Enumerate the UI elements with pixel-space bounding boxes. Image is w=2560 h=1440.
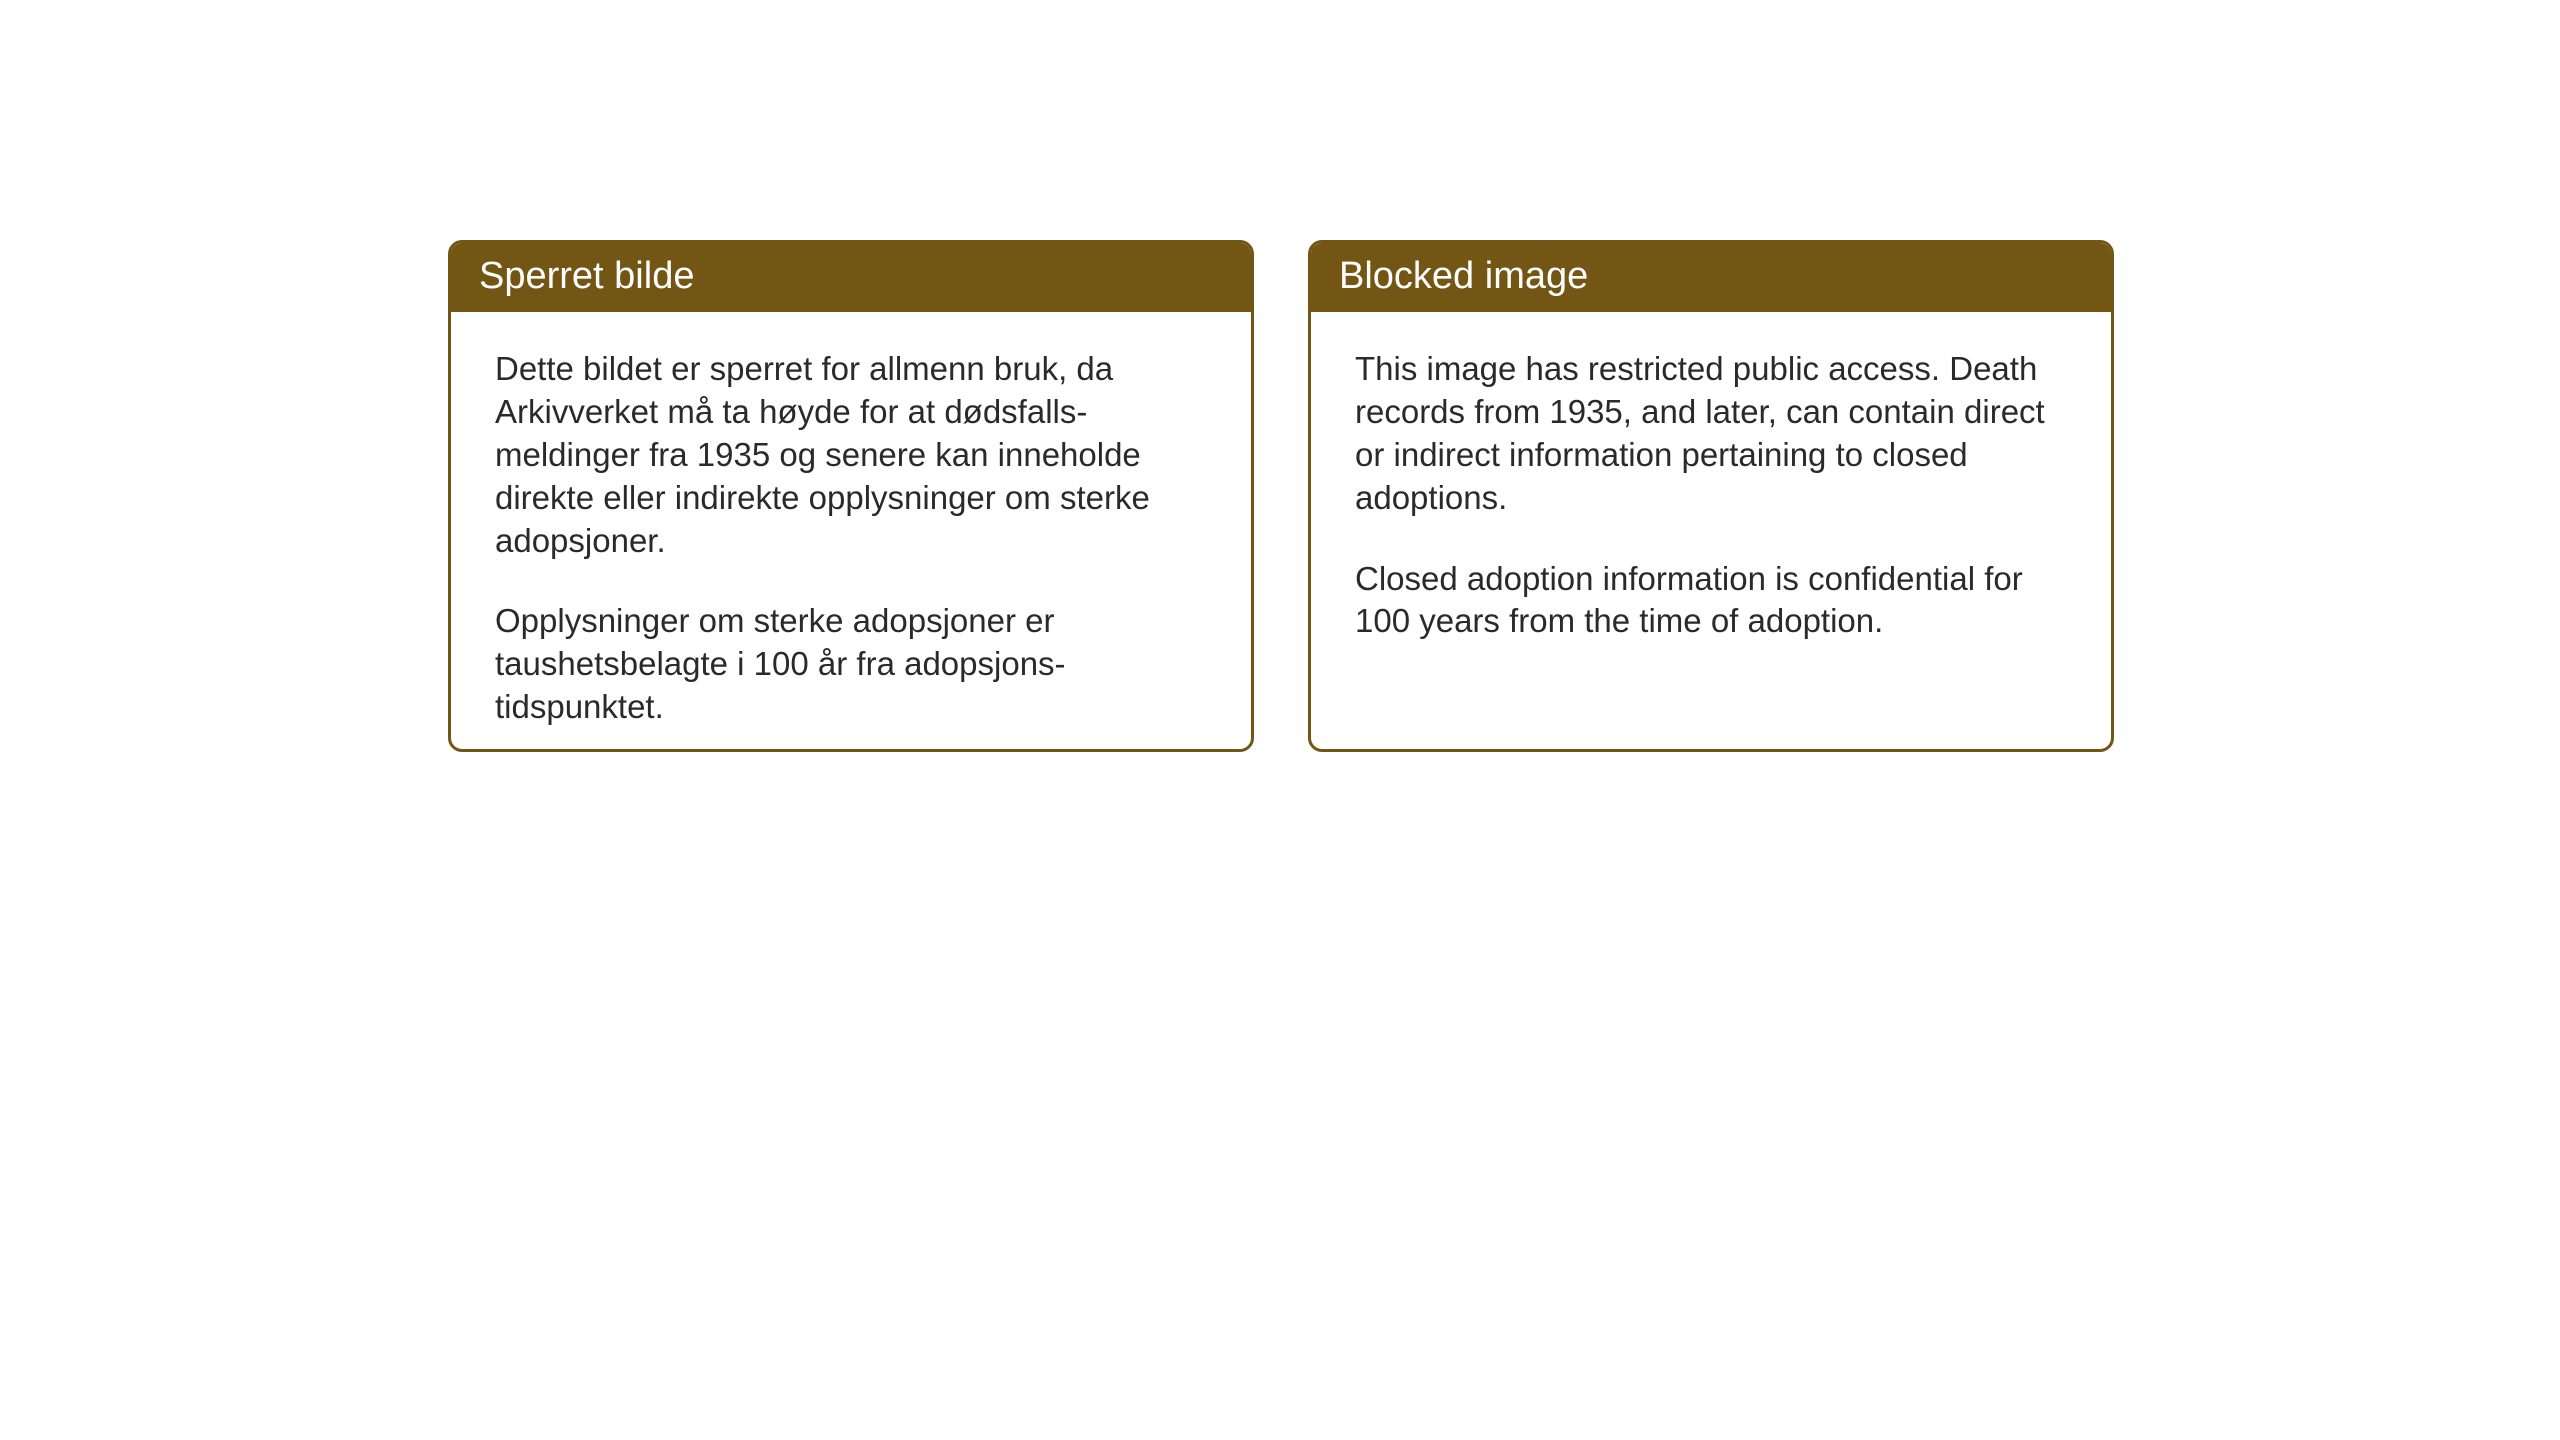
english-paragraph-2: Closed adoption information is confident… [1355,558,2067,644]
notice-cards-container: Sperret bilde Dette bildet er sperret fo… [448,240,2114,752]
english-notice-card: Blocked image This image has restricted … [1308,240,2114,752]
norwegian-paragraph-2: Opplysninger om sterke adopsjoner er tau… [495,600,1207,729]
norwegian-paragraph-1: Dette bildet er sperret for allmenn bruk… [495,348,1207,562]
norwegian-card-body: Dette bildet er sperret for allmenn bruk… [451,312,1251,752]
norwegian-card-header: Sperret bilde [451,243,1251,312]
norwegian-card-title: Sperret bilde [479,255,694,297]
norwegian-notice-card: Sperret bilde Dette bildet er sperret fo… [448,240,1254,752]
english-paragraph-1: This image has restricted public access.… [1355,348,2067,520]
english-card-header: Blocked image [1311,243,2111,312]
english-card-body: This image has restricted public access.… [1311,312,2111,679]
english-card-title: Blocked image [1339,255,1588,297]
